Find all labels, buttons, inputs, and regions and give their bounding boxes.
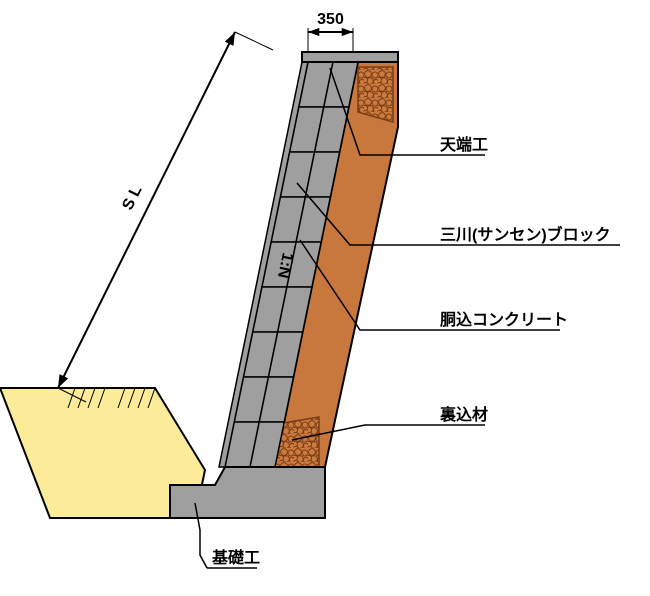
sansen-block-label: 三川(サンセン)ブロック [440,225,611,244]
body-concrete-label: 胴込コンクリート [440,311,568,329]
top-work-label: 天端工 [440,135,488,154]
dim-350-label: 350 [317,11,344,28]
foundation-label: 基礎工 [211,548,260,567]
dim-sl-label: S L [119,183,145,213]
rubble-top [358,67,393,122]
back-fill-label: 裏込材 [439,405,488,424]
top-cap [302,52,398,62]
retaining-wall-diagram: 350S L1:N天端工三川(サンセン)ブロック胴込コンクリート裏込材基礎工 [0,0,650,596]
